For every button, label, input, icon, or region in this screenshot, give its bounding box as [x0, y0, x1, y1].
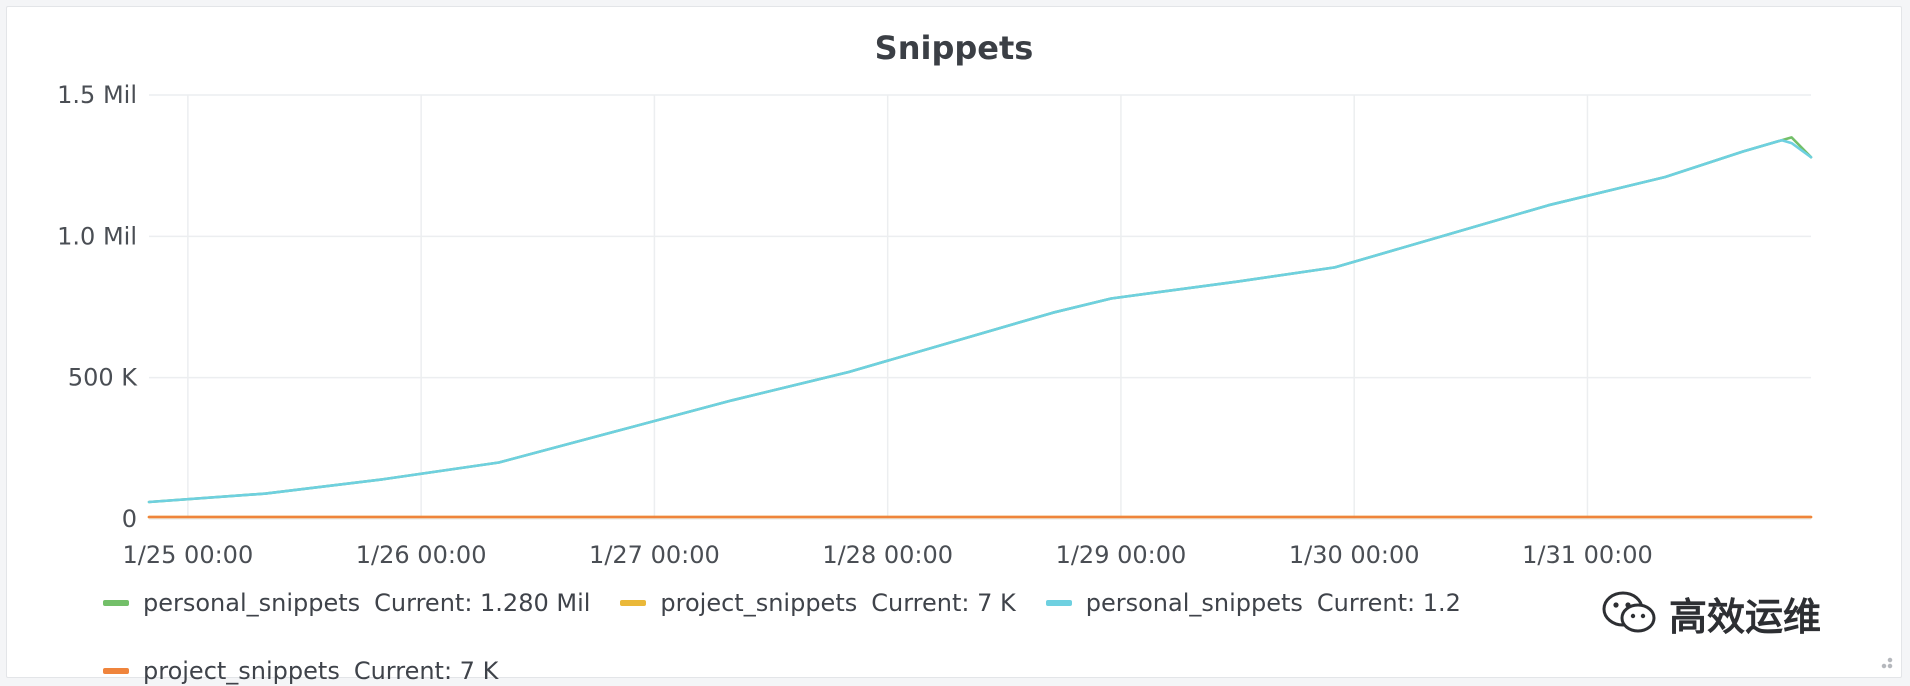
y-tick-label: 1.0 Mil [57, 222, 137, 250]
watermark: 高效运维 [1601, 583, 1821, 643]
legend-swatch [620, 600, 647, 606]
legend-current-value: Current: 7 K [353, 657, 499, 685]
legend-swatch [1045, 600, 1072, 606]
x-tick-label: 1/25 00:00 [123, 541, 254, 569]
resize-handle[interactable] [1877, 653, 1893, 669]
series-line-0 [147, 136, 1813, 504]
panel-title[interactable]: Snippets [874, 29, 1034, 67]
legend: personal_snippets Current: 1.280 Mil proje… [103, 589, 1603, 685]
legend-swatch [103, 600, 129, 606]
legend-series-name: project_snippets [143, 657, 340, 685]
legend-series-name: personal_snippets [1085, 589, 1303, 617]
legend-swatch [103, 668, 129, 674]
series-line-2 [147, 138, 1813, 504]
wechat-icon [1601, 589, 1659, 637]
watermark-text: 高效运维 [1669, 594, 1822, 639]
y-tick-label: 0 [122, 505, 137, 533]
legend-item[interactable]: project_snippets Current: 7 K [620, 589, 1016, 617]
line-chart[interactable]: 0 500 K 1.0 Mil 1.5 Mil 1/25 00:00 1/26 00:00… [7, 7, 1903, 587]
y-tick-label: 500 K [68, 364, 138, 392]
x-tick-label: 1/30 00:00 [1289, 541, 1420, 569]
x-tick-label: 1/28 00:00 [822, 541, 953, 569]
graph-panel: Snippets 0 500 K 1.0 Mil 1.5 Mil 1/25 00:00 1… [6, 6, 1903, 685]
legend-item[interactable]: personal_snippets Current: 1.2 [1045, 589, 1461, 617]
y-tick-label: 1.5 Mil [57, 81, 137, 109]
legend-current-value: Current: 1.280 Mil [374, 589, 591, 617]
legend-item[interactable]: project_snippets Current: 7 K [103, 657, 498, 685]
legend-series-name: project_snippets [660, 589, 858, 617]
x-tick-label: 1/31 00:00 [1522, 541, 1653, 569]
x-tick-label: 1/27 00:00 [589, 541, 720, 569]
x-tick-label: 1/29 00:00 [1056, 541, 1187, 569]
legend-current-value: Current: 7 K [871, 589, 1016, 617]
legend-current-value: Current: 1.2 [1316, 589, 1461, 617]
legend-item[interactable]: personal_snippets Current: 1.280 Mil [103, 589, 590, 617]
legend-series-name: personal_snippets [143, 589, 361, 617]
x-tick-label: 1/26 00:00 [356, 541, 487, 569]
